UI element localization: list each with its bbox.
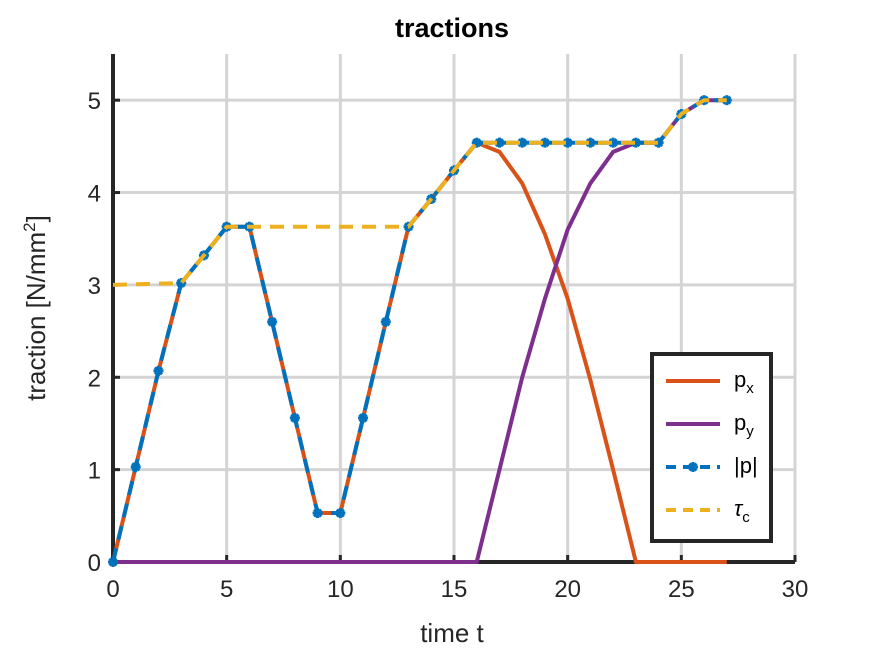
data-point-marker [289,412,300,423]
chart-title: tractions [395,13,509,43]
plot-area: 0 5 10 15 20 25 30 0 1 2 3 4 5 [88,54,809,603]
x-tick-label: 20 [554,576,581,603]
series-3 [112,98,727,287]
data-point-marker [130,461,141,472]
x-tick-label: 5 [220,576,233,603]
y-axis-label-superscript: 2 [20,222,39,231]
data-point-marker [653,137,664,148]
data-point-marker [267,316,278,327]
y-tick-label: 5 [88,88,101,115]
legend-label: τc [734,496,750,526]
legend-marker [688,462,698,472]
series-line-c [112,98,727,287]
y-axis-label-close: ] [21,215,51,222]
y-tick-label: 3 [88,273,101,300]
data-point-marker [358,412,369,423]
y-axis-label-main: traction [N/mm [21,232,51,401]
data-point-marker [562,137,573,148]
legend-label: py [734,410,754,440]
y-tick-label: 0 [88,550,101,577]
legend: px py |p| τc [650,352,773,543]
x-axis-label: time t [420,618,484,648]
data-point-marker [312,508,323,519]
x-tick-label: 30 [782,576,809,603]
legend-label: px [734,367,754,397]
data-point-marker [108,557,118,567]
x-tick-label: 0 [106,576,119,603]
data-point-marker [153,365,164,376]
x-tick-label: 25 [668,576,695,603]
data-point-marker [585,137,596,148]
y-tick-label: 2 [88,365,101,392]
x-tick-label: 15 [441,576,468,603]
y-axis-label: traction [N/mm2] [20,215,51,401]
y-tick-label: 1 [88,458,101,485]
legend-label: |p| [734,453,758,478]
data-point-marker [380,316,391,327]
y-tick-label: 4 [88,181,101,208]
data-point-marker [335,508,346,519]
x-tick-label: 10 [327,576,354,603]
